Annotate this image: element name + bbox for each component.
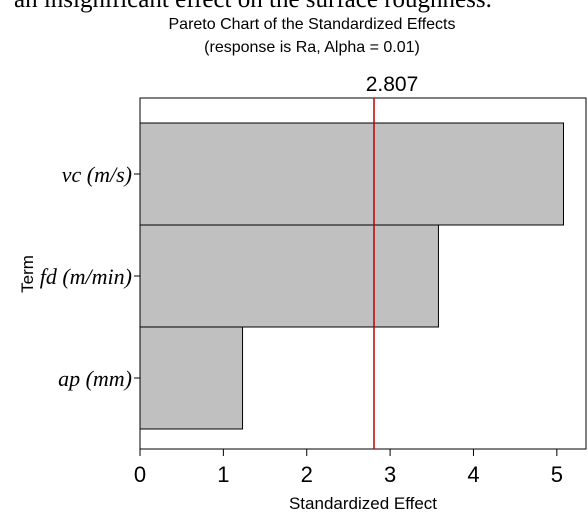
reference-line-label: 2.807 xyxy=(366,73,419,96)
x-axis: 0 1 2 3 4 5 xyxy=(134,449,563,487)
reference-line-layer: 2.807 xyxy=(366,73,419,449)
y-axis-label: Term xyxy=(18,255,37,293)
category-label-1: fd (m/min) xyxy=(40,264,132,289)
bar-0 xyxy=(139,122,564,226)
chart-subtitle: (response is Ra, Alpha = 0.01) xyxy=(204,39,420,56)
x-axis-label: Standardized Effect xyxy=(289,494,437,513)
y-axis: vc (m/s) fd (m/min) ap (mm) xyxy=(40,162,140,391)
x-tick-label-1: 1 xyxy=(217,462,229,487)
chart-title: Pareto Chart of the Standardized Effects xyxy=(169,16,456,33)
x-tick-label-5: 5 xyxy=(551,462,563,487)
x-tick-label-0: 0 xyxy=(134,462,146,487)
bar-2 xyxy=(139,326,244,430)
caption-text: an insignificant effect on the surface r… xyxy=(14,0,588,14)
x-tick-label-3: 3 xyxy=(384,462,396,487)
x-tick-label-2: 2 xyxy=(301,462,313,487)
category-label-0: vc (m/s) xyxy=(62,162,132,187)
bars-layer xyxy=(139,122,564,430)
x-tick-label-4: 4 xyxy=(467,462,479,487)
category-label-2: ap (mm) xyxy=(58,366,132,391)
bar-1 xyxy=(139,224,439,328)
